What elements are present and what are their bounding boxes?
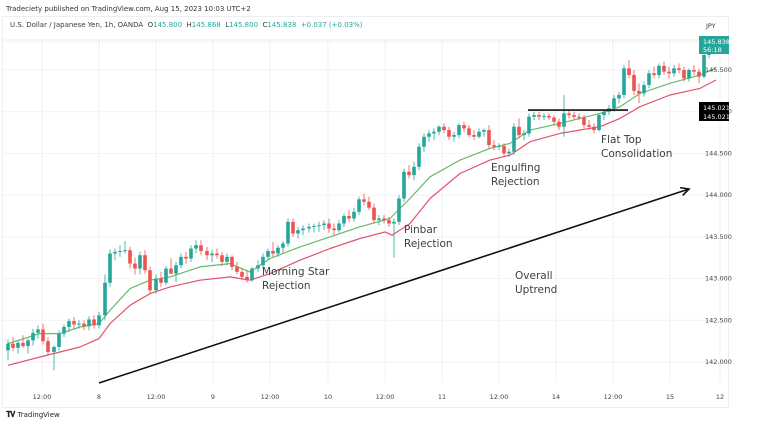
annotation-pinbar: Pinbar Rejection [404, 224, 453, 250]
bar-countdown: 56:18 [703, 46, 722, 54]
high-label: H [186, 21, 192, 29]
last-price-tag[interactable]: 145.838 56:18 [699, 36, 730, 54]
level-price-2: 145.021 [703, 113, 730, 121]
svg-text:144.000: 144.000 [705, 191, 732, 199]
close-value: 145.838 [267, 21, 297, 29]
svg-text:143.000: 143.000 [705, 275, 732, 283]
svg-text:14: 14 [552, 393, 560, 401]
svg-text:12:00: 12:00 [604, 393, 623, 401]
svg-text:142.500: 142.500 [705, 316, 732, 324]
svg-text:12:00: 12:00 [147, 393, 166, 401]
svg-text:11: 11 [438, 393, 446, 401]
close-label: C [262, 21, 268, 29]
grid-lines [3, 39, 727, 382]
open-label: O [147, 21, 154, 29]
svg-text:144.500: 144.500 [705, 149, 732, 157]
annotation-engulfing: Engulfing Rejection [491, 162, 544, 188]
svg-text:12:00: 12:00 [261, 393, 280, 401]
symbol-name: U.S. Dollar / Japanese Yen, 1h, OANDA [10, 21, 144, 29]
svg-text:12: 12 [716, 393, 724, 401]
annotation-overall-uptrend: Overall Uptrend [515, 270, 557, 296]
currency-label[interactable]: JPY [706, 22, 716, 30]
svg-text:9: 9 [211, 393, 215, 401]
svg-text:12:00: 12:00 [376, 393, 395, 401]
svg-text:142.000: 142.000 [705, 358, 732, 366]
svg-text:10: 10 [324, 393, 332, 401]
change-value: +0.037 (+0.03%) [300, 21, 363, 29]
tradingview-brand: TradingView [17, 411, 60, 419]
high-value: 145.868 [191, 21, 221, 29]
svg-text:15: 15 [666, 393, 674, 401]
open-value: 145.800 [153, 21, 183, 29]
low-label: L [225, 21, 230, 29]
low-value: 145.800 [229, 21, 259, 29]
annotation-morning-star: Morning Star Rejection [262, 266, 333, 292]
drawings [98, 109, 691, 384]
svg-text:143.500: 143.500 [705, 233, 732, 241]
chart-frame[interactable] [2, 16, 729, 408]
publisher-line: Tradeciety published on TradingView.com,… [6, 5, 251, 13]
svg-text:145.500: 145.500 [705, 66, 732, 74]
tradingview-logo-icon: 𝐓𝐕 [6, 410, 16, 419]
candlesticks [6, 39, 716, 371]
svg-text:12:00: 12:00 [33, 393, 52, 401]
last-price: 145.838 [703, 38, 730, 46]
level-price-1: 145.021 [703, 104, 730, 112]
level-price-tag[interactable]: 145.021 145.021 [699, 102, 730, 121]
annotation-flat-top: Flat Top Consolidation [601, 134, 672, 160]
tradingview-logo[interactable]: 𝐓𝐕 TradingView [6, 410, 60, 420]
time-axis[interactable]: 12:00 8 12:00 9 12:00 10 12:00 11 12:00 14 12:00 15… [33, 393, 725, 401]
svg-text:12:00: 12:00 [490, 393, 509, 401]
svg-text:8: 8 [97, 393, 101, 401]
symbol-legend: U.S. Dollar / Japanese Yen, 1h, OANDA O1… [10, 21, 363, 29]
